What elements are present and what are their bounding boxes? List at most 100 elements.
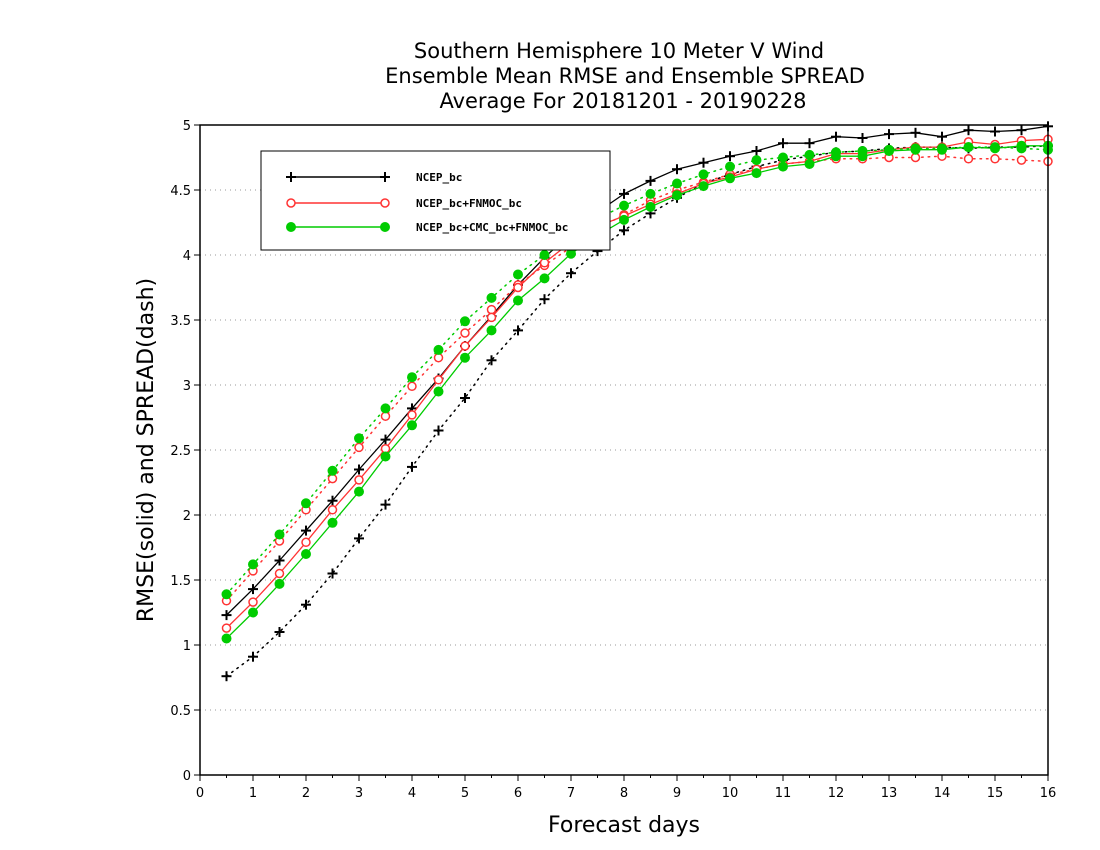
spread-point: [804, 149, 815, 160]
spread-point: [566, 268, 576, 279]
x-tick-label: 2: [302, 786, 310, 801]
spread-point: [990, 154, 1000, 164]
x-tick-label: 9: [673, 786, 681, 801]
rmse-point: [274, 578, 285, 589]
spread-point: [1016, 155, 1027, 165]
rmse-point: [884, 146, 894, 156]
chart-title-line-3: Average For 20181201 - 20190228: [439, 89, 806, 113]
spread-point: [645, 188, 656, 199]
spread-point: [433, 344, 444, 355]
spread-point: [513, 269, 523, 280]
legend-marker: [380, 172, 390, 182]
legend-item-1: NCEP_bc+FNMOC_bc: [286, 197, 522, 210]
rmse-point: [327, 505, 338, 515]
spread-point: [486, 304, 497, 315]
rmse-point: [804, 138, 815, 149]
y-tick-label: 0: [183, 769, 191, 784]
rmse-point: [990, 143, 1000, 154]
spread-point: [698, 169, 709, 180]
x-tick-label: 7: [567, 786, 575, 801]
rmse-point: [751, 168, 762, 179]
rmse-point: [380, 434, 391, 445]
legend-marker: [380, 222, 390, 232]
chart-title-line-2: Ensemble Mean RMSE and Ensemble SPREAD: [385, 64, 865, 88]
spread-point: [327, 473, 338, 484]
rmse-point: [645, 175, 656, 186]
rmse-point: [327, 517, 338, 528]
chart-title-line-1: Southern Hemisphere 10 Meter V Wind: [414, 39, 824, 63]
y-tick-label: 0.5: [170, 704, 191, 719]
spread-point: [274, 529, 285, 540]
rmse-point: [1016, 140, 1027, 151]
rmse-point: [725, 173, 735, 184]
rmse-point: [619, 188, 629, 199]
spread-point: [221, 671, 232, 682]
spread-point: [221, 589, 232, 600]
rmse-point: [460, 341, 470, 351]
x-tick-label: 1: [249, 786, 257, 801]
spread-point: [407, 461, 417, 472]
legend-label: NCEP_bc+FNMOC_bc: [416, 197, 522, 210]
x-tick-label: 13: [881, 786, 898, 801]
spread-point: [380, 411, 391, 421]
spread-point: [460, 328, 470, 338]
y-tick-label: 4.5: [170, 184, 191, 199]
rmse-point: [513, 282, 523, 293]
spread-point: [407, 381, 417, 392]
spread-point: [460, 393, 470, 403]
spread-point: [248, 559, 258, 570]
rmse-point: [1016, 125, 1027, 136]
rmse-point: [486, 325, 497, 336]
rmse-point: [274, 568, 285, 579]
spread-point: [725, 161, 735, 172]
rmse-point: [354, 475, 364, 485]
spread-point: [301, 599, 311, 610]
axis-ticks: 00.511.522.533.544.550 1 2 3 4 5 6 7 8 9 10 11 12 13 1…: [170, 119, 1056, 801]
rmse-point: [778, 138, 788, 149]
spread-point: [407, 372, 417, 383]
spread-point: [486, 292, 497, 303]
x-tick-label: 0: [196, 786, 204, 801]
legend-marker: [286, 172, 296, 182]
rmse-point: [248, 597, 258, 607]
rmse-point: [619, 214, 629, 225]
rmse-point: [433, 386, 444, 397]
series-spread-line: [225, 155, 1049, 602]
spread-point: [433, 352, 444, 363]
rmse-point: [937, 144, 947, 155]
y-tick-label: 3.5: [170, 314, 191, 329]
y-tick-label: 4: [183, 249, 191, 264]
spread-point: [380, 499, 391, 510]
rmse-point: [407, 410, 417, 420]
x-tick-label: 14: [934, 786, 951, 801]
spread-point: [274, 627, 285, 637]
y-axis-label: RMSE(solid) and SPREAD(dash): [134, 278, 159, 622]
rmse-point: [301, 525, 311, 536]
rmse-point: [725, 151, 735, 162]
legend-box: [260, 150, 611, 251]
rmse-point: [937, 131, 947, 142]
rmse-point: [857, 151, 868, 162]
spread-point: [327, 465, 338, 476]
grid-lines: [200, 189, 1048, 711]
x-tick-label: 4: [408, 786, 416, 801]
rmse-point: [248, 584, 258, 595]
x-tick-label: 5: [461, 786, 469, 801]
y-tick-label: 3: [183, 379, 191, 394]
legend-item-0: NCEP_bc: [286, 171, 462, 184]
rmse-point: [274, 555, 285, 566]
rmse-point: [513, 295, 523, 306]
rmse-point: [804, 159, 815, 169]
spread-point: [433, 425, 444, 436]
rmse-point: [486, 312, 497, 323]
rmse-point: [884, 129, 894, 140]
spread-point: [619, 200, 629, 211]
x-tick-label: 15: [987, 786, 1004, 801]
x-tick-label: 16: [1040, 786, 1057, 801]
rmse-point: [672, 190, 682, 201]
spread-point: [354, 442, 364, 453]
spread-point: [460, 316, 470, 327]
rmse-point: [990, 126, 1000, 137]
rmse-point: [221, 633, 232, 644]
rmse-point: [301, 549, 311, 559]
